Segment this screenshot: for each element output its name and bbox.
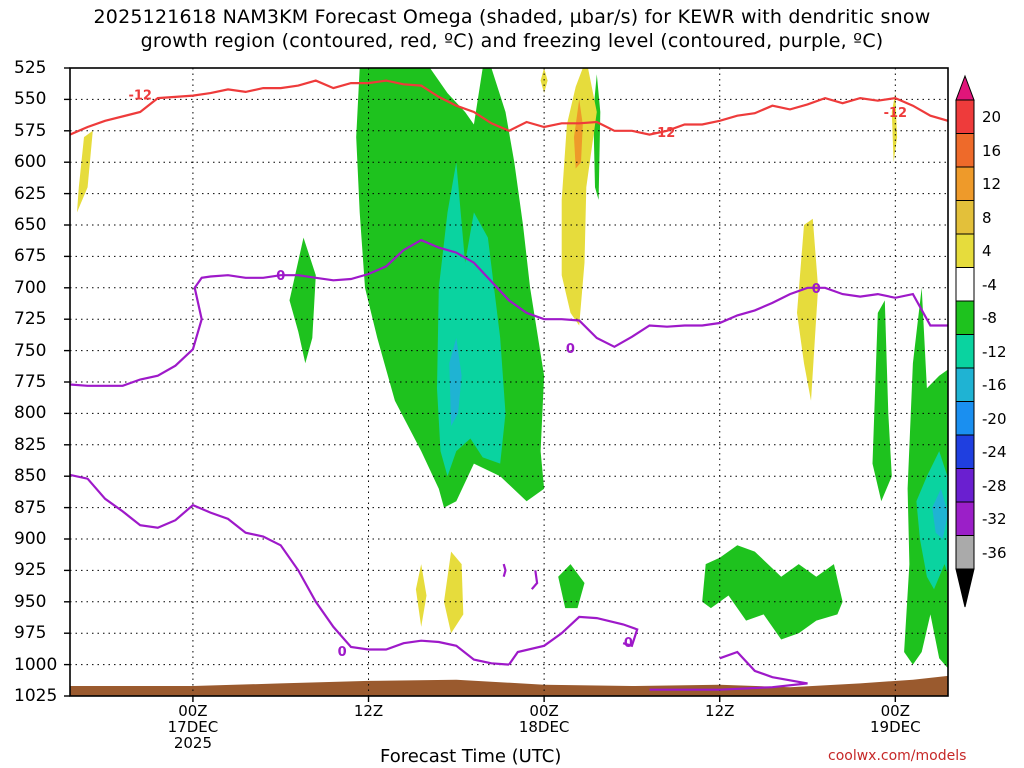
colorbar-label-7: -12 [982, 342, 1007, 361]
contour-label-h: 0 [624, 636, 633, 651]
colorbar-swatch-12 [955, 468, 975, 503]
contour-line-0 [70, 79, 948, 136]
y-tick-label-600: 600 [14, 152, 47, 173]
colorbar-swatch-10 [955, 401, 975, 436]
x-tick-label-0-0: 00Z [178, 702, 208, 720]
omega-shade-green-thin-a [593, 74, 601, 200]
colorbar-swatch-5 [955, 233, 975, 268]
omega-shade-teal-far-right [916, 451, 948, 590]
freezing-loop-1 [649, 650, 808, 691]
colorbar-swatch-8 [955, 334, 975, 369]
omega-shade-green-small-low [558, 564, 585, 609]
colorbar-label-12: -32 [982, 510, 1007, 528]
y-tick-label-725: 725 [14, 309, 47, 330]
y-tick-label-775: 775 [14, 372, 47, 392]
y-tick-label-825: 825 [14, 434, 47, 455]
x-tick-label-4-0: 00Z [880, 702, 910, 720]
colorbar-label-13: -36 [982, 543, 1007, 562]
colorbar-label-0: 20 [982, 108, 1002, 126]
x-tick-label-1-0: 12Z [353, 702, 384, 720]
y-tick-label-1025: 1025 [14, 686, 58, 706]
colorbar-label-1: 16 [982, 141, 1002, 160]
source-credit: coolwx.com/models [828, 748, 967, 764]
y-tick-label-550: 550 [14, 89, 47, 110]
colorbar-label-8: -16 [982, 376, 1007, 394]
contour-label-a: -12 [128, 88, 152, 103]
x-tick-label-2-1: 18DEC [518, 718, 570, 736]
contour-line-1 [70, 238, 948, 387]
y-tick-label-1000: 1000 [14, 654, 58, 675]
y-tick-label-750: 750 [14, 340, 47, 361]
contour-line-2 [70, 473, 510, 666]
colorbar-swatch-6 [955, 267, 975, 302]
x-tick-label-3-0: 12Z [705, 702, 735, 720]
x-tick-label-0-1: 17DEC [167, 718, 219, 736]
colorbar-label-4: 4 [982, 242, 992, 260]
omega-shade-yellow-g [415, 564, 427, 627]
y-tick-label-950: 950 [14, 591, 47, 612]
colorbar-label-2: 12 [982, 175, 1002, 193]
colorbar-label-11: -28 [982, 476, 1007, 495]
omega-shade-yellow-e [797, 218, 819, 401]
y-tick-label-875: 875 [14, 497, 47, 518]
omega-shade-cyan-far-right [932, 488, 948, 539]
colorbar-swatch-1 [955, 99, 975, 134]
freezing-loop-2 [502, 563, 507, 578]
contour-label-b: -12 [652, 126, 676, 141]
contour-label-d: 0 [276, 269, 285, 284]
terrain-surface [70, 675, 948, 696]
colorbar-top-arrow [955, 74, 975, 101]
y-tick-label-675: 675 [14, 246, 47, 267]
colorbar-label-3: 8 [982, 208, 992, 227]
colorbar-swatch-14 [955, 535, 975, 570]
omega-shade-yellow-c [574, 99, 583, 169]
omega-shade-yellow-b [561, 68, 597, 326]
y-tick-label-700: 700 [14, 277, 47, 298]
freezing-loop-0 [508, 615, 639, 666]
colorbar-swatch-3 [955, 166, 975, 201]
omega-shade-yellow-d [540, 68, 548, 94]
omega-shade-green-right [872, 300, 892, 502]
contour-label-g: 0 [338, 645, 347, 660]
colorbar-label-10: -24 [982, 443, 1007, 461]
x-tick-label-2-0: 00Z [529, 702, 559, 720]
omega-shade-yellow-f [891, 93, 898, 163]
colorbar-swatch-9 [955, 367, 975, 402]
omega-shade-yellow-a [77, 130, 93, 213]
y-tick-label-900: 900 [14, 529, 47, 549]
omega-shade-yellow-h [444, 551, 464, 634]
freezing-loop-3 [530, 570, 539, 590]
x-tick-label-0-2: 2025 [173, 734, 212, 752]
y-tick-label-650: 650 [14, 215, 47, 235]
x-axis-title: Forecast Time (UTC) [380, 746, 562, 767]
contour-label-c: -12 [884, 106, 908, 121]
x-tick-label-4-1: 19DEC [870, 718, 921, 736]
y-tick-label-525: 525 [14, 58, 47, 78]
y-tick-label-850: 850 [14, 466, 47, 487]
colorbar-swatch-11 [955, 434, 975, 469]
y-tick-label-925: 925 [14, 560, 47, 581]
contour-label-e: 0 [566, 342, 575, 357]
colorbar-swatch-2 [955, 133, 975, 168]
contour-label-f: 0 [812, 282, 821, 297]
y-tick-label-800: 800 [14, 403, 47, 424]
y-tick-label-625: 625 [14, 183, 47, 204]
y-tick-label-575: 575 [14, 120, 47, 141]
colorbar-label-5: -4 [982, 275, 997, 294]
chart-title-line-2: growth region (contoured, red, ºC) and f… [140, 30, 884, 52]
colorbar-swatch-4 [955, 200, 975, 235]
colorbar-swatch-13 [955, 501, 975, 536]
y-tick-label-975: 975 [14, 623, 47, 644]
colorbar-label-9: -20 [982, 409, 1007, 428]
colorbar-label-6: -8 [982, 309, 997, 327]
colorbar-bottom-arrow [955, 568, 975, 608]
colorbar-swatch-7 [955, 300, 975, 335]
omega-shade-green-low-mid [702, 545, 843, 640]
chart-title-line-1: 2025121618 NAM3KM Forecast Omega (shaded… [93, 6, 931, 28]
omega-shade-green-left [289, 237, 316, 364]
